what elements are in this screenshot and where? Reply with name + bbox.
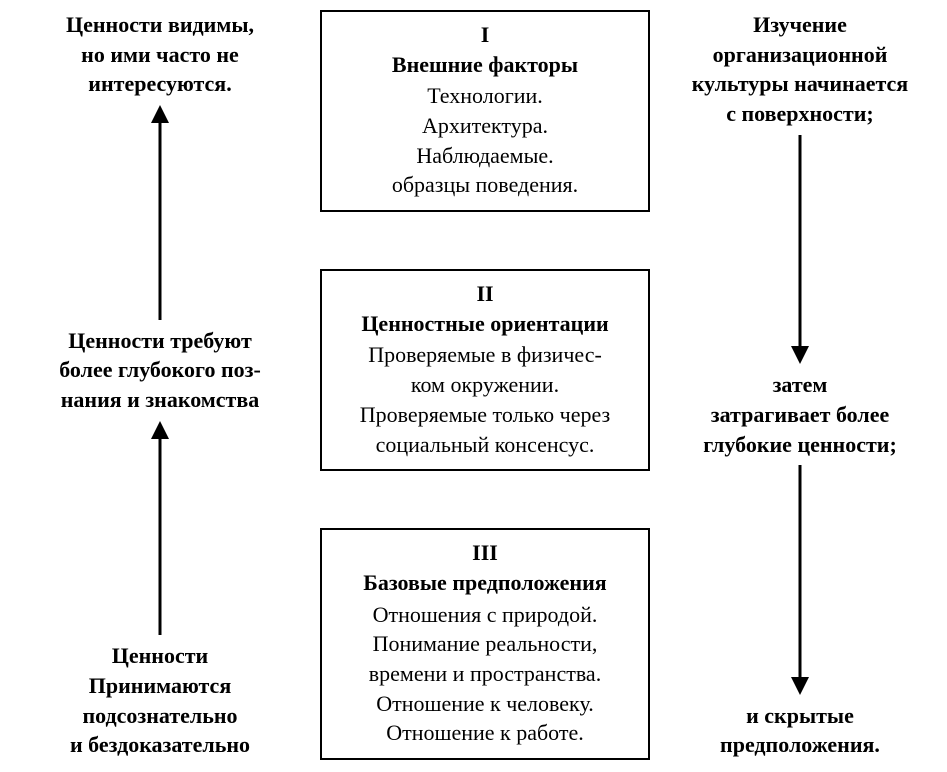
left-block-3: Ценности Принимаются подсознательно и бе… xyxy=(70,641,250,760)
box-body: Проверяемые в физичес- ком окружении. Пр… xyxy=(360,342,610,456)
arrow-line xyxy=(159,121,162,320)
right-column: Изучение организационной культуры начина… xyxy=(670,10,930,760)
arrow-down-icon xyxy=(791,677,809,695)
right-block-3: и скрытые предположения. xyxy=(720,701,880,760)
right-block-1: Изучение организационной культуры начина… xyxy=(692,10,908,129)
right-arrow-2 xyxy=(670,459,930,700)
box-body: Технологии. Архитектура. Наблюдаемые. об… xyxy=(392,83,578,197)
center-box-3: III Базовые предположения Отношения с пр… xyxy=(320,528,650,760)
left-arrow-2 xyxy=(20,415,300,642)
box-title: Ценностные ориентации xyxy=(332,309,638,339)
arrow-line xyxy=(159,437,162,636)
box-title: Внешние факторы xyxy=(332,50,638,80)
left-arrow-1 xyxy=(20,99,300,326)
right-block-2: затем затрагивает более глубокие ценност… xyxy=(703,370,897,459)
right-arrow-1 xyxy=(670,129,930,370)
box-roman: II xyxy=(332,279,638,309)
box-roman: III xyxy=(332,538,638,568)
box-body: Отношения с природой. Понимание реальнос… xyxy=(369,602,601,746)
arrow-line xyxy=(799,465,802,678)
left-block-1: Ценности видимы, но ими часто не интерес… xyxy=(66,10,254,99)
left-column: Ценности видимы, но ими часто не интерес… xyxy=(20,10,300,760)
left-block-2: Ценности требуют более глубокого поз- на… xyxy=(59,326,261,415)
box-title: Базовые предположения xyxy=(332,568,638,598)
center-column: I Внешние факторы Технологии. Архитектур… xyxy=(320,10,650,760)
center-box-2: II Ценностные ориентации Проверяемые в ф… xyxy=(320,269,650,471)
box-roman: I xyxy=(332,20,638,50)
arrow-down-icon xyxy=(791,346,809,364)
arrow-line xyxy=(799,135,802,348)
center-box-1: I Внешние факторы Технологии. Архитектур… xyxy=(320,10,650,212)
